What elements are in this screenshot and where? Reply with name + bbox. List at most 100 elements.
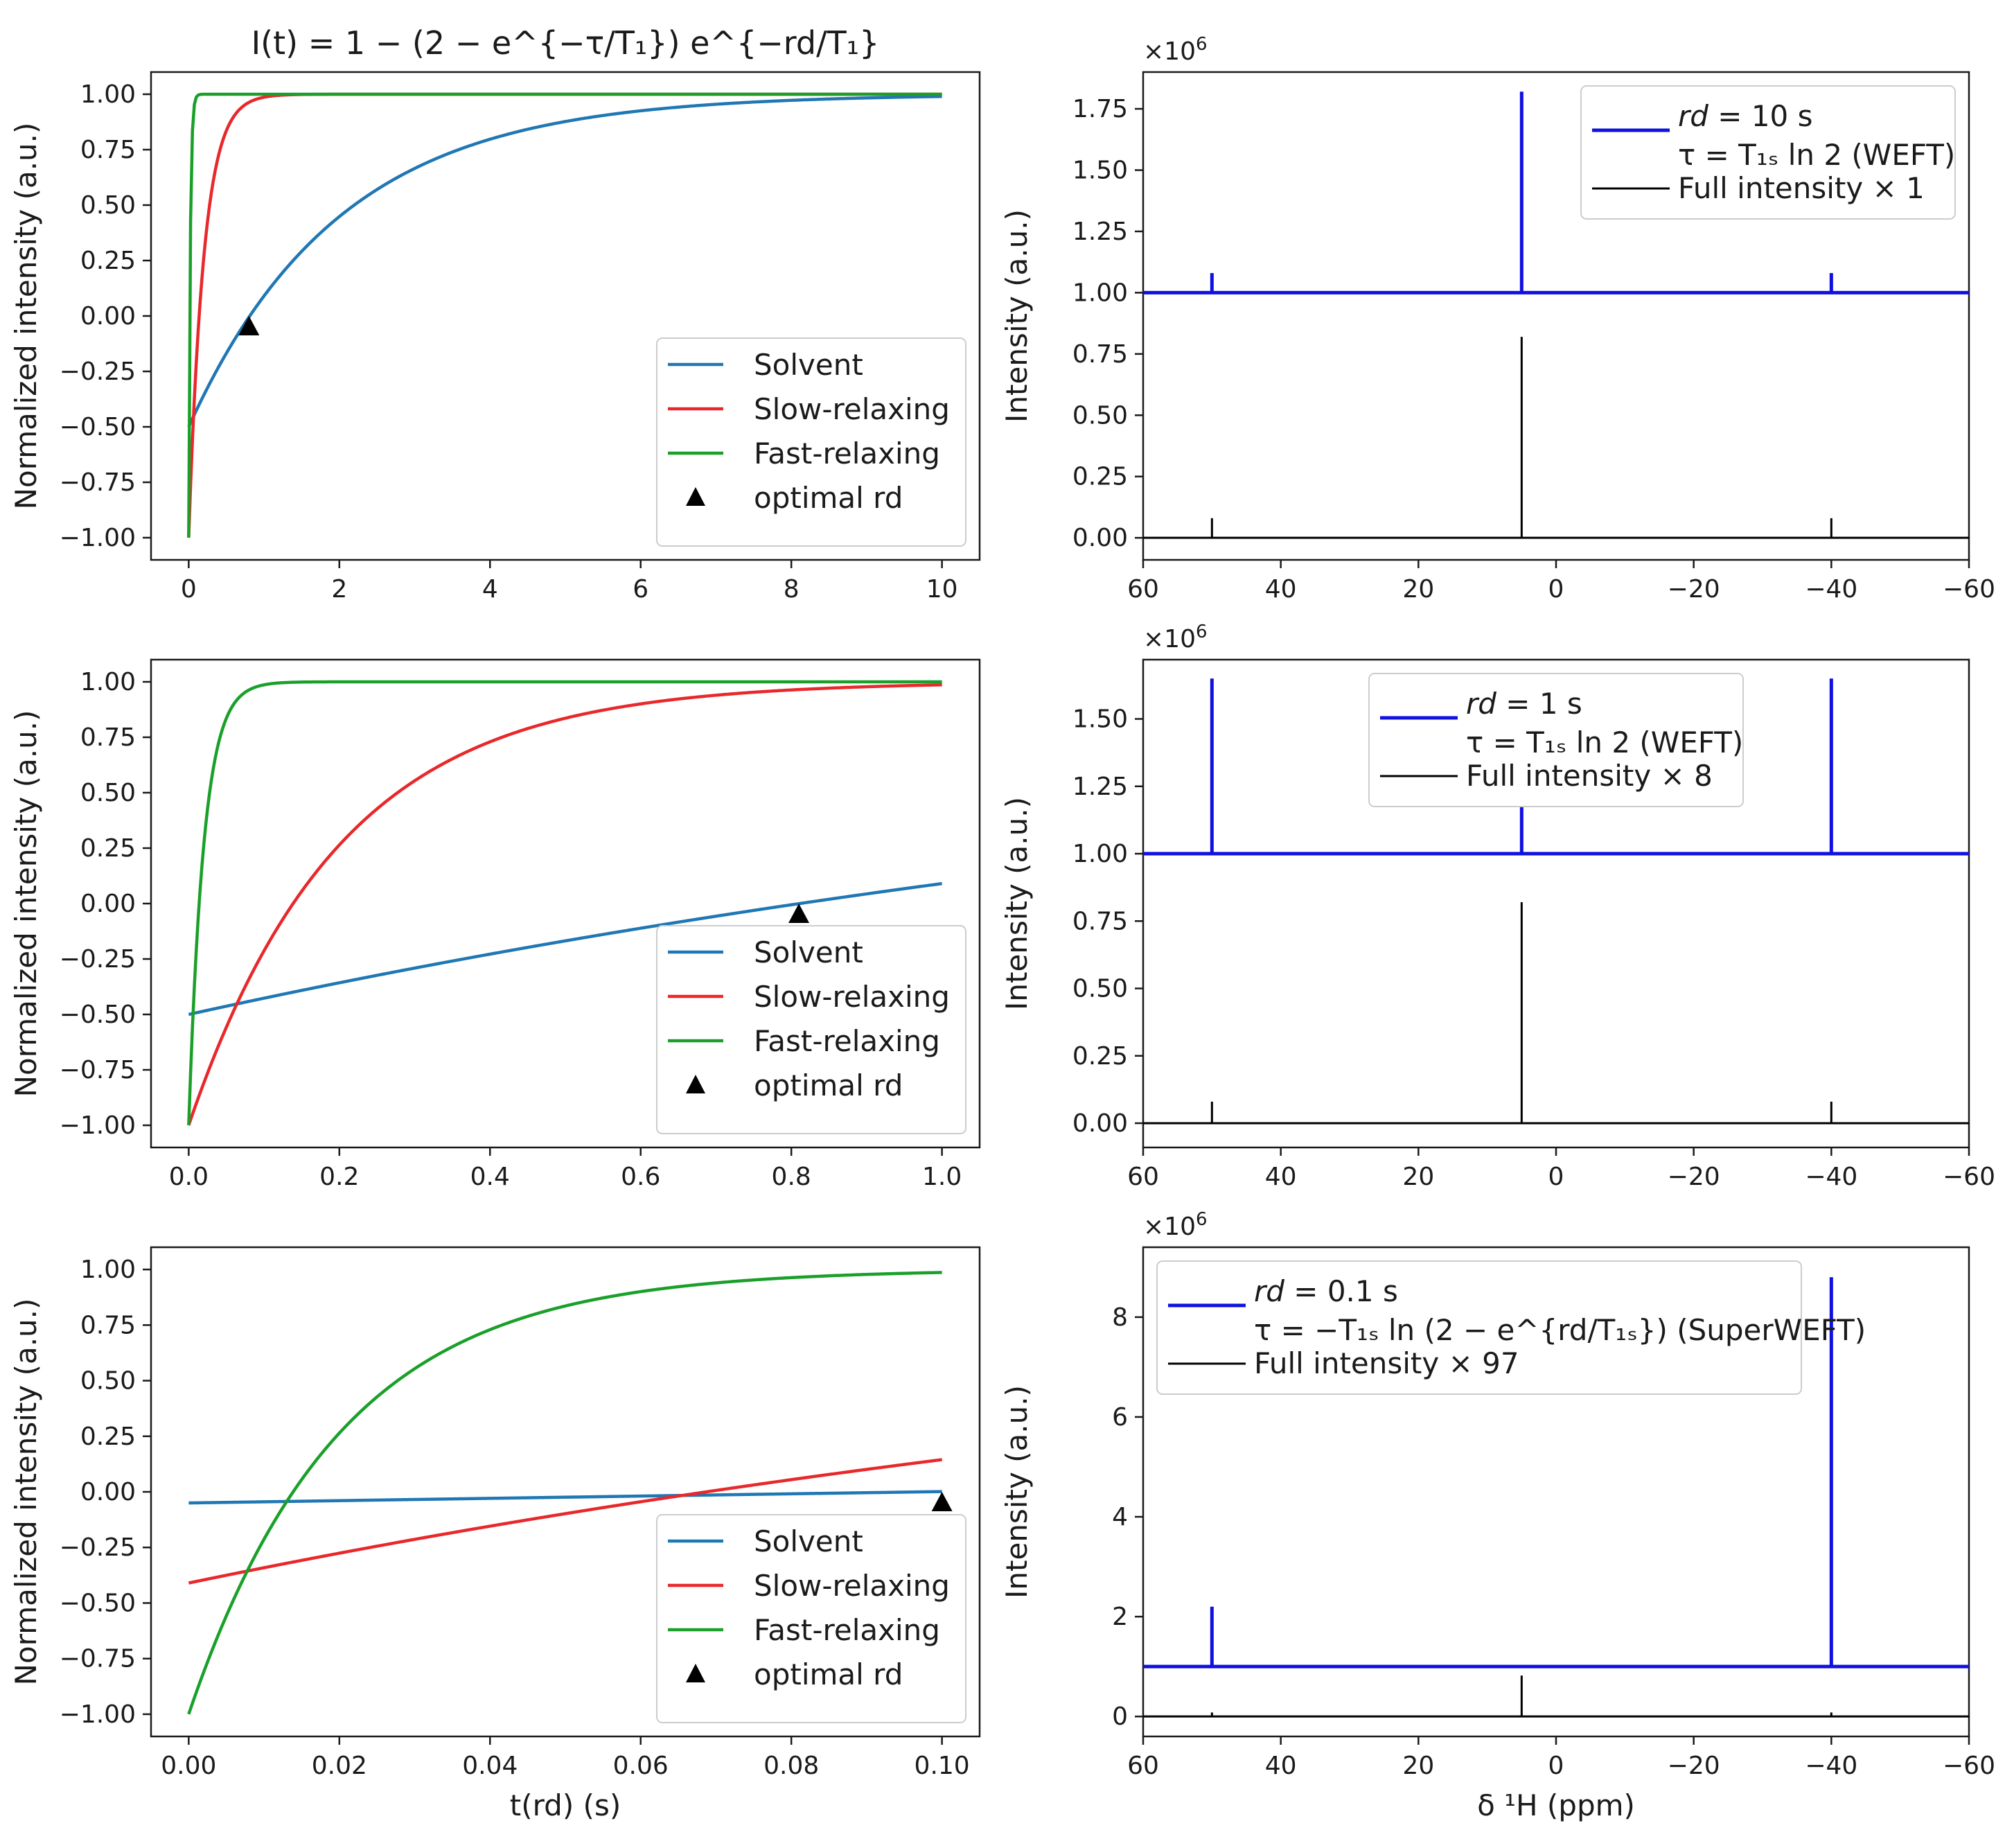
x-tick-label: −60 bbox=[1943, 575, 1995, 604]
legend-swatch-marker bbox=[686, 1664, 705, 1682]
series-line-solvent bbox=[188, 1490, 942, 1505]
legend-label: Solvent bbox=[754, 348, 863, 382]
legend-label-line3: Full intensity × 97 bbox=[1254, 1346, 1519, 1380]
legend-swatch-marker bbox=[686, 487, 705, 506]
x-tick-label: 0.04 bbox=[462, 1752, 518, 1780]
legend-label: Fast-relaxing bbox=[754, 1613, 940, 1647]
y-scale-label: ×106 bbox=[1143, 34, 1208, 66]
y-tick-label: 1.25 bbox=[1072, 218, 1128, 246]
y-tick-label: 0.25 bbox=[80, 1423, 136, 1451]
series-line-slow bbox=[187, 683, 942, 1126]
series-line-slow bbox=[188, 1458, 942, 1585]
y-tick-label: −0.75 bbox=[60, 1645, 136, 1673]
y-tick-label: 0.75 bbox=[1072, 340, 1128, 369]
optimal-rd-marker bbox=[788, 904, 810, 923]
x-tick-label: 0.08 bbox=[763, 1752, 819, 1780]
y-tick-label: 1.50 bbox=[1072, 705, 1128, 734]
x-tick-label: −20 bbox=[1668, 1752, 1720, 1780]
y-tick-label: −0.50 bbox=[60, 1589, 136, 1617]
x-tick-label: 60 bbox=[1127, 575, 1159, 604]
y-axis-label: Intensity (a.u.) bbox=[1000, 1385, 1034, 1599]
legend: rd = 0.1 s τ = −T₁ₛ ln (2 − e^{rd/T₁ₛ}) (… bbox=[1156, 1260, 1866, 1395]
x-tick-label: 0 bbox=[1548, 1752, 1564, 1780]
legend-label-line1: rd = 10 s bbox=[1678, 99, 1813, 133]
y-tick-label: −0.75 bbox=[60, 468, 136, 497]
legend-frame bbox=[1580, 85, 1956, 220]
x-tick-label: −40 bbox=[1805, 575, 1857, 604]
y-tick-label: 0 bbox=[1112, 1702, 1128, 1731]
x-tick-label: 0.6 bbox=[621, 1163, 660, 1191]
x-tick-label: 0 bbox=[1548, 575, 1564, 604]
y-tick-label: 1.50 bbox=[1072, 157, 1128, 185]
legend-label: Solvent bbox=[754, 935, 863, 969]
y-tick-label: 0.00 bbox=[80, 302, 136, 331]
legend-label: optimal rd bbox=[754, 481, 903, 515]
y-tick-label: 1.25 bbox=[1072, 773, 1128, 801]
x-tick-label: 0 bbox=[1548, 1163, 1564, 1191]
legend: rd = 10 s τ = T₁ₛ ln 2 (WEFT)Full intensi… bbox=[1580, 85, 1956, 220]
y-tick-label: 0.50 bbox=[80, 191, 136, 220]
y-tick-label: 0.75 bbox=[80, 136, 136, 164]
legend-label: optimal rd bbox=[754, 1068, 903, 1102]
legend-label: Fast-relaxing bbox=[754, 437, 940, 470]
y-tick-label: 0.50 bbox=[1072, 401, 1128, 430]
legend-label-line1: rd = 0.1 s bbox=[1254, 1274, 1398, 1308]
x-axis-label: t(rd) (s) bbox=[510, 1788, 621, 1822]
y-tick-label: 2 bbox=[1112, 1603, 1128, 1631]
legend-label: Slow-relaxing bbox=[754, 392, 950, 426]
x-tick-label: 60 bbox=[1127, 1752, 1159, 1780]
x-tick-label: 0.02 bbox=[312, 1752, 367, 1780]
legend-label-line3: Full intensity × 8 bbox=[1466, 759, 1713, 793]
legend-label-line1: rd = 1 s bbox=[1466, 687, 1582, 721]
legend-variable: rd bbox=[1466, 687, 1496, 721]
y-tick-label: −1.00 bbox=[60, 1111, 136, 1140]
y-tick-label: −0.50 bbox=[60, 413, 136, 441]
legend-frame bbox=[656, 1514, 966, 1723]
x-tick-label: −40 bbox=[1805, 1163, 1857, 1191]
x-tick-label: −20 bbox=[1668, 575, 1720, 604]
legend-label-line3: Full intensity × 1 bbox=[1678, 171, 1925, 205]
y-tick-label: 0.25 bbox=[80, 247, 136, 275]
legend-label: Slow-relaxing bbox=[754, 1569, 950, 1603]
y-tick-label: 0.50 bbox=[80, 779, 136, 807]
y-tick-label: 8 bbox=[1112, 1303, 1128, 1332]
x-tick-label: −20 bbox=[1668, 1163, 1720, 1191]
y-scale-base: ×10 bbox=[1143, 1213, 1196, 1241]
x-tick-label: 0.00 bbox=[161, 1752, 216, 1780]
y-tick-label: 0.25 bbox=[1072, 463, 1128, 491]
y-tick-label: 0.75 bbox=[80, 1311, 136, 1339]
legend: Solvent Slow-relaxing Fast-relaxing optimal… bbox=[656, 925, 966, 1134]
x-tick-label: 60 bbox=[1127, 1163, 1159, 1191]
x-tick-label: 40 bbox=[1265, 1752, 1297, 1780]
legend: Solvent Slow-relaxing Fast-relaxing optimal… bbox=[656, 1514, 966, 1723]
y-tick-label: 0.00 bbox=[1072, 1109, 1128, 1138]
y-scale-exponent: 6 bbox=[1196, 1209, 1208, 1230]
optimal-rd-marker bbox=[238, 316, 260, 335]
legend-label-line2: τ = T₁ₛ ln 2 (WEFT) bbox=[1466, 725, 1743, 759]
legend-label: Fast-relaxing bbox=[754, 1024, 940, 1058]
x-tick-label: 40 bbox=[1265, 1163, 1297, 1191]
x-tick-label: 8 bbox=[784, 575, 800, 604]
y-tick-label: −0.25 bbox=[60, 358, 136, 386]
y-scale-exponent: 6 bbox=[1196, 622, 1208, 642]
y-scale-base: ×10 bbox=[1143, 625, 1196, 653]
chart-panel-left-1: 0 2 4 6 8 10 1.00 0.75 0.50 0.25 0.00 −0.25 −0.50 −0.… bbox=[9, 24, 981, 604]
series-line-fast bbox=[187, 1271, 942, 1715]
y-scale-exponent: 6 bbox=[1196, 34, 1208, 55]
y-axis-label: Normalized intensity (a.u.) bbox=[9, 710, 43, 1098]
legend-value: = 1 s bbox=[1496, 687, 1582, 721]
y-tick-label: 0.50 bbox=[80, 1367, 136, 1396]
y-tick-label: 0.25 bbox=[80, 834, 136, 863]
y-axis-label: Normalized intensity (a.u.) bbox=[9, 1299, 43, 1686]
chart-panel-right-2: 60 40 20 0 −20 −40 −60 0.00 0.25 0.50 0.75 1.00 1.25… bbox=[1000, 622, 1995, 1191]
y-tick-label: 0.00 bbox=[1072, 524, 1128, 552]
y-tick-label: 6 bbox=[1112, 1403, 1128, 1432]
series-line-solvent bbox=[188, 881, 942, 1017]
y-tick-label: −0.25 bbox=[60, 945, 136, 974]
x-tick-label: 0.2 bbox=[319, 1163, 359, 1191]
chart-title: I(t) = 1 − (2 − e^{−τ/T₁}) e^{−rd/T₁} bbox=[251, 24, 880, 62]
legend: rd = 1 s τ = T₁ₛ ln 2 (WEFT)Full intensit… bbox=[1368, 673, 1744, 807]
x-tick-label: 6 bbox=[633, 575, 648, 604]
y-tick-label: −1.00 bbox=[60, 524, 136, 552]
